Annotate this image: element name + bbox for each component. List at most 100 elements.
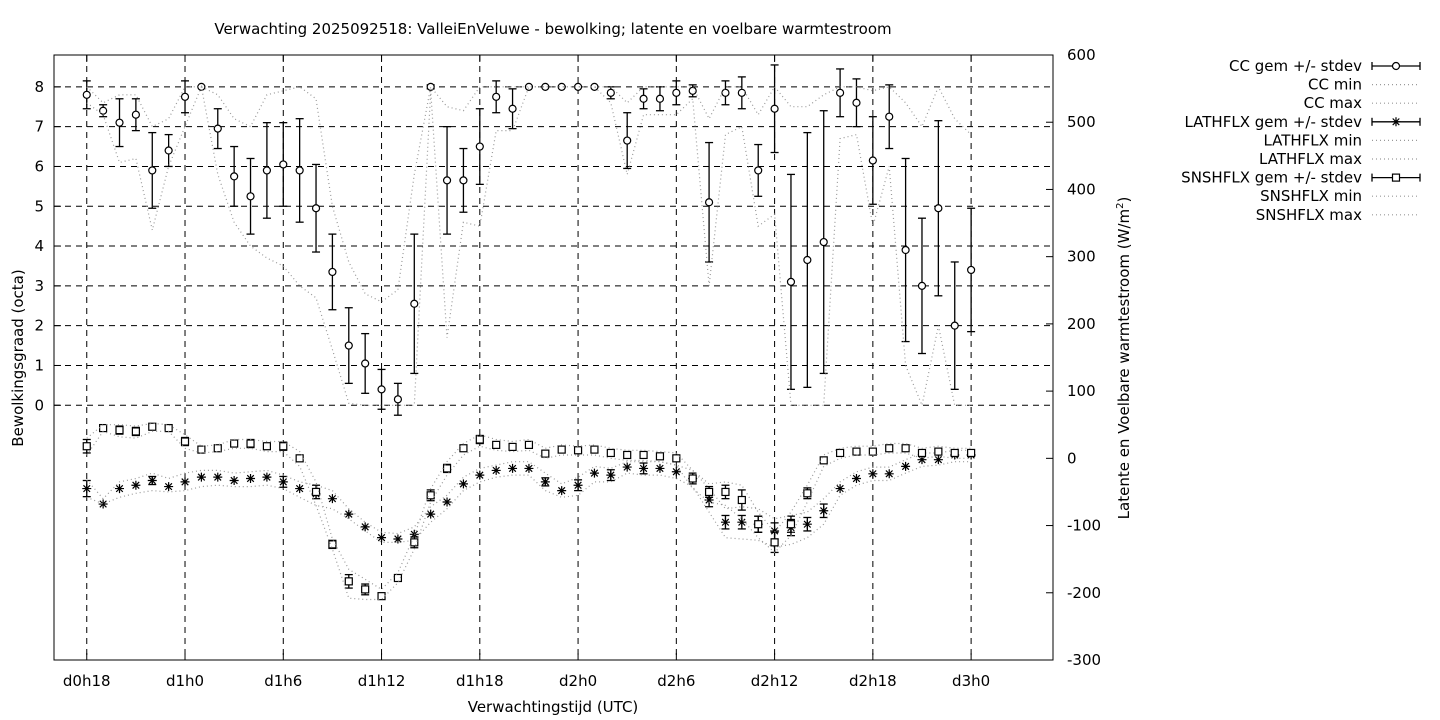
data-point bbox=[622, 462, 632, 472]
data-point bbox=[721, 487, 730, 497]
y-tick-label: 4 bbox=[34, 237, 44, 255]
chart-title: Verwachting 2025092518: ValleiEnVeluwe -… bbox=[214, 20, 891, 38]
data-point bbox=[213, 124, 222, 133]
series-line bbox=[86, 85, 972, 303]
data-point bbox=[819, 456, 828, 465]
data-point bbox=[786, 520, 796, 529]
data-point bbox=[82, 484, 92, 494]
data-point bbox=[442, 464, 452, 473]
data-point bbox=[82, 442, 91, 451]
y-axis-label: Bewolkingsgraad (octa) bbox=[9, 269, 27, 446]
data-point bbox=[868, 156, 877, 165]
y2-tick-label: -100 bbox=[1067, 517, 1101, 535]
data-point bbox=[851, 474, 861, 483]
data-point bbox=[213, 472, 223, 482]
data-point bbox=[279, 160, 288, 169]
series-6 bbox=[82, 422, 976, 601]
data-point bbox=[99, 106, 108, 115]
data-point bbox=[131, 427, 140, 436]
data-point bbox=[377, 592, 386, 601]
data-point bbox=[557, 445, 566, 454]
series-4 bbox=[86, 461, 972, 548]
data-point bbox=[917, 281, 927, 290]
plot-frame bbox=[53, 54, 1054, 661]
y-tick-label: 3 bbox=[34, 277, 44, 295]
legend-label: CC gem +/- stdev bbox=[1229, 57, 1362, 75]
data-point bbox=[688, 474, 697, 483]
data-point bbox=[671, 467, 681, 477]
data-point bbox=[295, 484, 305, 494]
x-tick-label: d0h18 bbox=[63, 672, 111, 690]
data-point bbox=[180, 437, 190, 446]
x-axis-label: Verwachtingstijd (UTC) bbox=[468, 698, 639, 716]
legend-label: SNSHFLX max bbox=[1256, 206, 1362, 224]
series-layer bbox=[82, 64, 976, 601]
data-point bbox=[311, 204, 321, 213]
data-point bbox=[508, 442, 517, 452]
data-point bbox=[606, 88, 615, 97]
data-point bbox=[344, 341, 353, 350]
y2-axis-label-sup: 2 bbox=[1115, 203, 1126, 209]
data-point bbox=[917, 448, 927, 458]
data-point bbox=[377, 385, 386, 394]
data-point bbox=[655, 94, 665, 103]
y2-tick-label: 600 bbox=[1067, 46, 1096, 64]
data-point bbox=[885, 112, 894, 121]
data-point bbox=[361, 585, 370, 594]
data-point bbox=[901, 461, 911, 471]
data-point bbox=[229, 476, 239, 486]
data-point bbox=[492, 92, 501, 101]
data-point bbox=[197, 445, 206, 454]
y2-tick-label: -200 bbox=[1067, 584, 1101, 602]
series-7 bbox=[86, 430, 972, 601]
legend-label: SNSHFLX min bbox=[1260, 187, 1362, 205]
data-point bbox=[278, 477, 288, 487]
data-point bbox=[573, 446, 583, 455]
data-point bbox=[524, 440, 534, 449]
data-point bbox=[147, 476, 157, 486]
data-point bbox=[573, 82, 583, 91]
series-line bbox=[86, 84, 972, 408]
y2-tick-label: 400 bbox=[1067, 180, 1096, 198]
data-point bbox=[933, 455, 943, 465]
data-point bbox=[442, 497, 452, 507]
data-point bbox=[737, 495, 746, 505]
data-point bbox=[98, 499, 108, 509]
data-point bbox=[754, 166, 763, 175]
legend-label: LATHFLX gem +/- stdev bbox=[1184, 113, 1362, 131]
data-point bbox=[950, 321, 959, 330]
data-point bbox=[295, 166, 304, 175]
data-point bbox=[148, 166, 157, 175]
data-point bbox=[361, 359, 370, 368]
data-point bbox=[344, 509, 354, 519]
y2-tick-label: 0 bbox=[1067, 449, 1077, 467]
data-point bbox=[426, 82, 435, 91]
data-point bbox=[164, 482, 174, 492]
data-point bbox=[589, 468, 599, 478]
data-point bbox=[819, 506, 829, 516]
data-point bbox=[344, 577, 353, 586]
data-point bbox=[884, 469, 894, 479]
data-point bbox=[475, 142, 484, 151]
data-point bbox=[868, 469, 878, 479]
data-point bbox=[393, 395, 403, 404]
axis-ticks: d0h18 d1h0 d1h6 d1h12 d1h18 d2h0 d2h6 d2h12 d2h1… bbox=[34, 46, 1101, 690]
data-point bbox=[115, 484, 125, 494]
data-point bbox=[410, 538, 419, 547]
data-point bbox=[475, 435, 484, 444]
data-point bbox=[115, 118, 124, 127]
y-tick-label: 1 bbox=[34, 356, 44, 374]
data-point bbox=[246, 439, 255, 448]
x-tick-label: d2h6 bbox=[657, 672, 695, 690]
data-point bbox=[459, 176, 468, 185]
data-point bbox=[99, 423, 108, 433]
data-point bbox=[737, 517, 747, 527]
data-point bbox=[835, 88, 845, 97]
x-tick-label: d2h12 bbox=[751, 672, 799, 690]
data-point bbox=[279, 442, 288, 451]
data-point bbox=[131, 110, 140, 119]
x-tick-label: d2h18 bbox=[849, 672, 897, 690]
x-tick-label: d1h6 bbox=[264, 672, 302, 690]
